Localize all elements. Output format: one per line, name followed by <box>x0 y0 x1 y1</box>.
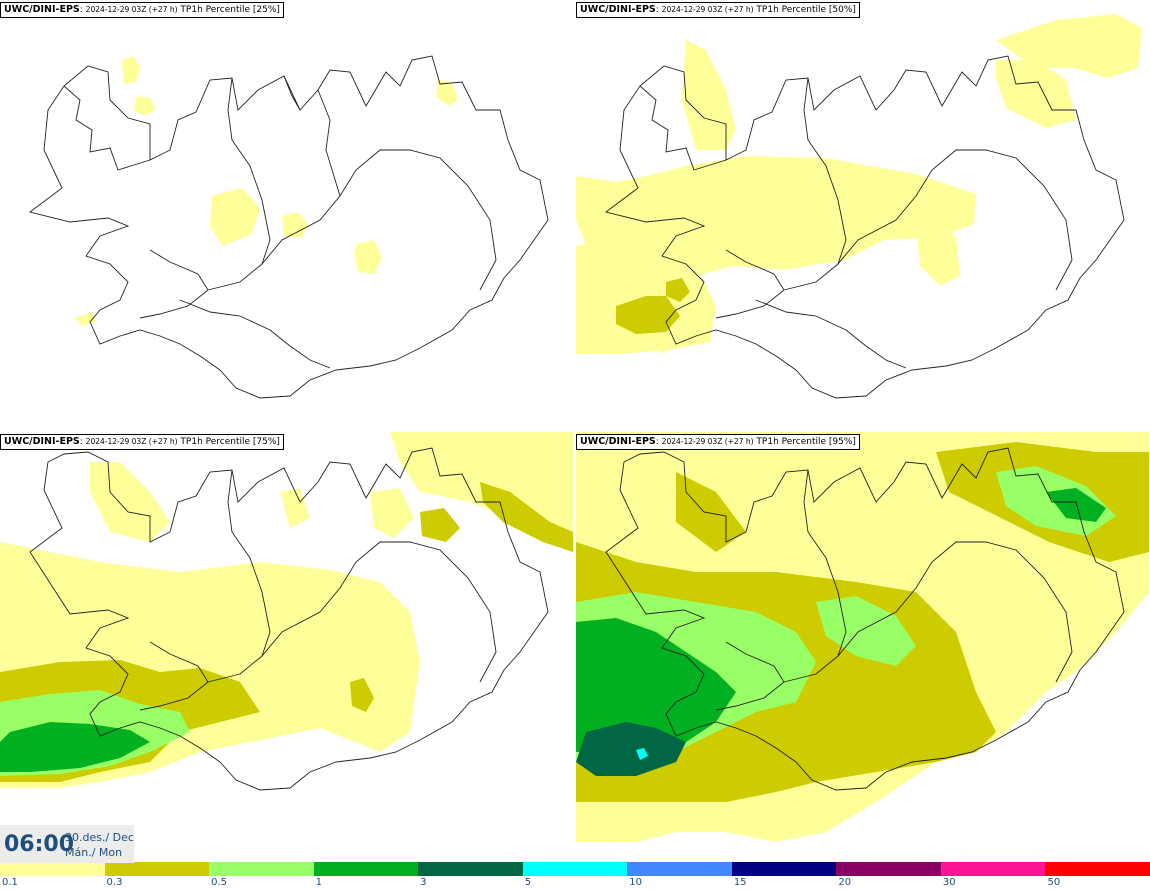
map-panel-25: UWC/DINI-EPS: 2024-12-29 03Z (+27 h) TP1… <box>0 0 573 429</box>
precip-areas <box>74 56 458 326</box>
legend-swatch <box>836 862 941 876</box>
legend-swatch <box>522 862 628 876</box>
legend-swatch <box>0 862 105 876</box>
legend-label: 0.1 <box>2 877 18 888</box>
legend-swatch <box>313 862 419 876</box>
map-panel-95: UWC/DINI-EPS: 2024-12-29 03Z (+27 h) TP1… <box>576 432 1149 861</box>
precip-areas <box>616 278 690 334</box>
model-name: UWC/DINI-EPS <box>4 4 80 15</box>
iceland-outline <box>604 55 1125 399</box>
field-name: TP1h Percentile <box>180 5 251 15</box>
legend-label: 15 <box>733 877 747 888</box>
legend-swatch <box>1045 862 1150 876</box>
precip-map-50 <box>576 14 1142 399</box>
legend-label: 1 <box>315 877 322 888</box>
precip-map-25 <box>28 55 549 399</box>
legend-label: 5 <box>524 877 532 888</box>
legend-label: 50 <box>1047 877 1061 888</box>
field-name: TP1h Percentile <box>756 5 827 15</box>
valid-weekday: Mán./ Mon <box>65 846 123 859</box>
legend-swatch <box>627 862 732 876</box>
legend-swatch <box>418 862 523 876</box>
iceland-outline <box>28 55 549 399</box>
run-time: 2024-12-29 03Z (+27 h) <box>85 5 178 14</box>
run-time: 2024-12-29 03Z (+27 h) <box>85 437 178 446</box>
precip-map-75 <box>0 432 573 791</box>
precip-areas <box>576 14 1142 354</box>
legend-label: 0.5 <box>211 877 227 888</box>
run-time: 2024-12-29 03Z (+27 h) <box>661 5 754 14</box>
percentile-label: [25%] <box>252 5 280 15</box>
legend-swatch <box>940 862 1046 876</box>
model-name: UWC/DINI-EPS <box>580 436 656 447</box>
valid-date: 30.des./ Dec <box>65 831 134 844</box>
field-name: TP1h Percentile <box>180 437 251 447</box>
precip-areas <box>0 722 150 772</box>
legend-swatch <box>209 862 314 876</box>
color-legend-labels: 0.1 0.3 0.5 1 3 5 10 15 20 30 50 <box>0 876 1150 891</box>
model-name: UWC/DINI-EPS <box>4 436 80 447</box>
panel-header: UWC/DINI-EPS: 2024-12-29 03Z (+27 h) TP1… <box>0 2 284 18</box>
panel-header: UWC/DINI-EPS: 2024-12-29 03Z (+27 h) TP1… <box>576 2 860 18</box>
percentile-label: [75%] <box>252 437 280 447</box>
legend-label: 30 <box>942 877 956 888</box>
precip-areas <box>576 488 1106 752</box>
field-name: TP1h Percentile <box>756 437 827 447</box>
map-panel-75: UWC/DINI-EPS: 2024-12-29 03Z (+27 h) TP1… <box>0 432 573 861</box>
iceland-outline <box>605 447 1125 791</box>
run-time: 2024-12-29 03Z (+27 h) <box>661 437 754 446</box>
model-name: UWC/DINI-EPS <box>580 4 656 15</box>
precip-areas <box>636 748 648 760</box>
legend-swatch <box>731 862 837 876</box>
color-legend-bar <box>0 862 1150 876</box>
legend-label: 20 <box>838 877 852 888</box>
map-panel-50: UWC/DINI-EPS: 2024-12-29 03Z (+27 h) TP1… <box>576 0 1149 429</box>
panel-header: UWC/DINI-EPS: 2024-12-29 03Z (+27 h) TP1… <box>576 434 860 450</box>
legend-swatch <box>104 862 210 876</box>
legend-label: 0.3 <box>106 877 123 888</box>
valid-hour: 06:00 <box>4 832 75 857</box>
panel-header: UWC/DINI-EPS: 2024-12-29 03Z (+27 h) TP1… <box>0 434 284 450</box>
precip-areas <box>576 722 686 776</box>
legend-label: 3 <box>420 877 427 888</box>
percentile-label: [50%] <box>828 5 856 15</box>
legend-label: 10 <box>629 877 642 888</box>
precip-map-95 <box>576 432 1149 842</box>
percentile-label: [95%] <box>828 437 856 447</box>
iceland-outline <box>29 447 549 791</box>
valid-time-box: 06:00 30.des./ Dec Mán./ Mon <box>0 825 134 863</box>
